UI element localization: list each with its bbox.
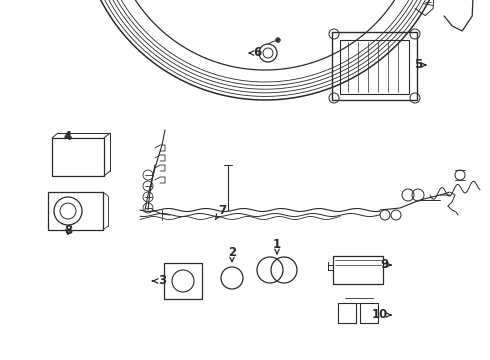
Text: 3: 3 bbox=[152, 274, 166, 288]
Bar bbox=[338, 303, 356, 323]
Text: 7: 7 bbox=[216, 203, 226, 219]
Bar bbox=[48, 192, 103, 230]
Bar bbox=[164, 263, 202, 299]
Text: 8: 8 bbox=[64, 225, 72, 238]
Text: 2: 2 bbox=[228, 246, 236, 262]
Bar bbox=[52, 138, 104, 176]
Text: 4: 4 bbox=[64, 130, 72, 144]
Text: 5: 5 bbox=[414, 58, 426, 72]
Bar bbox=[332, 32, 417, 100]
Text: 1: 1 bbox=[273, 238, 281, 254]
Text: 9: 9 bbox=[380, 258, 391, 271]
Bar bbox=[340, 40, 409, 94]
Bar bbox=[333, 256, 383, 284]
Bar bbox=[360, 303, 378, 323]
Text: 10: 10 bbox=[372, 309, 391, 321]
Text: 6: 6 bbox=[249, 46, 261, 59]
